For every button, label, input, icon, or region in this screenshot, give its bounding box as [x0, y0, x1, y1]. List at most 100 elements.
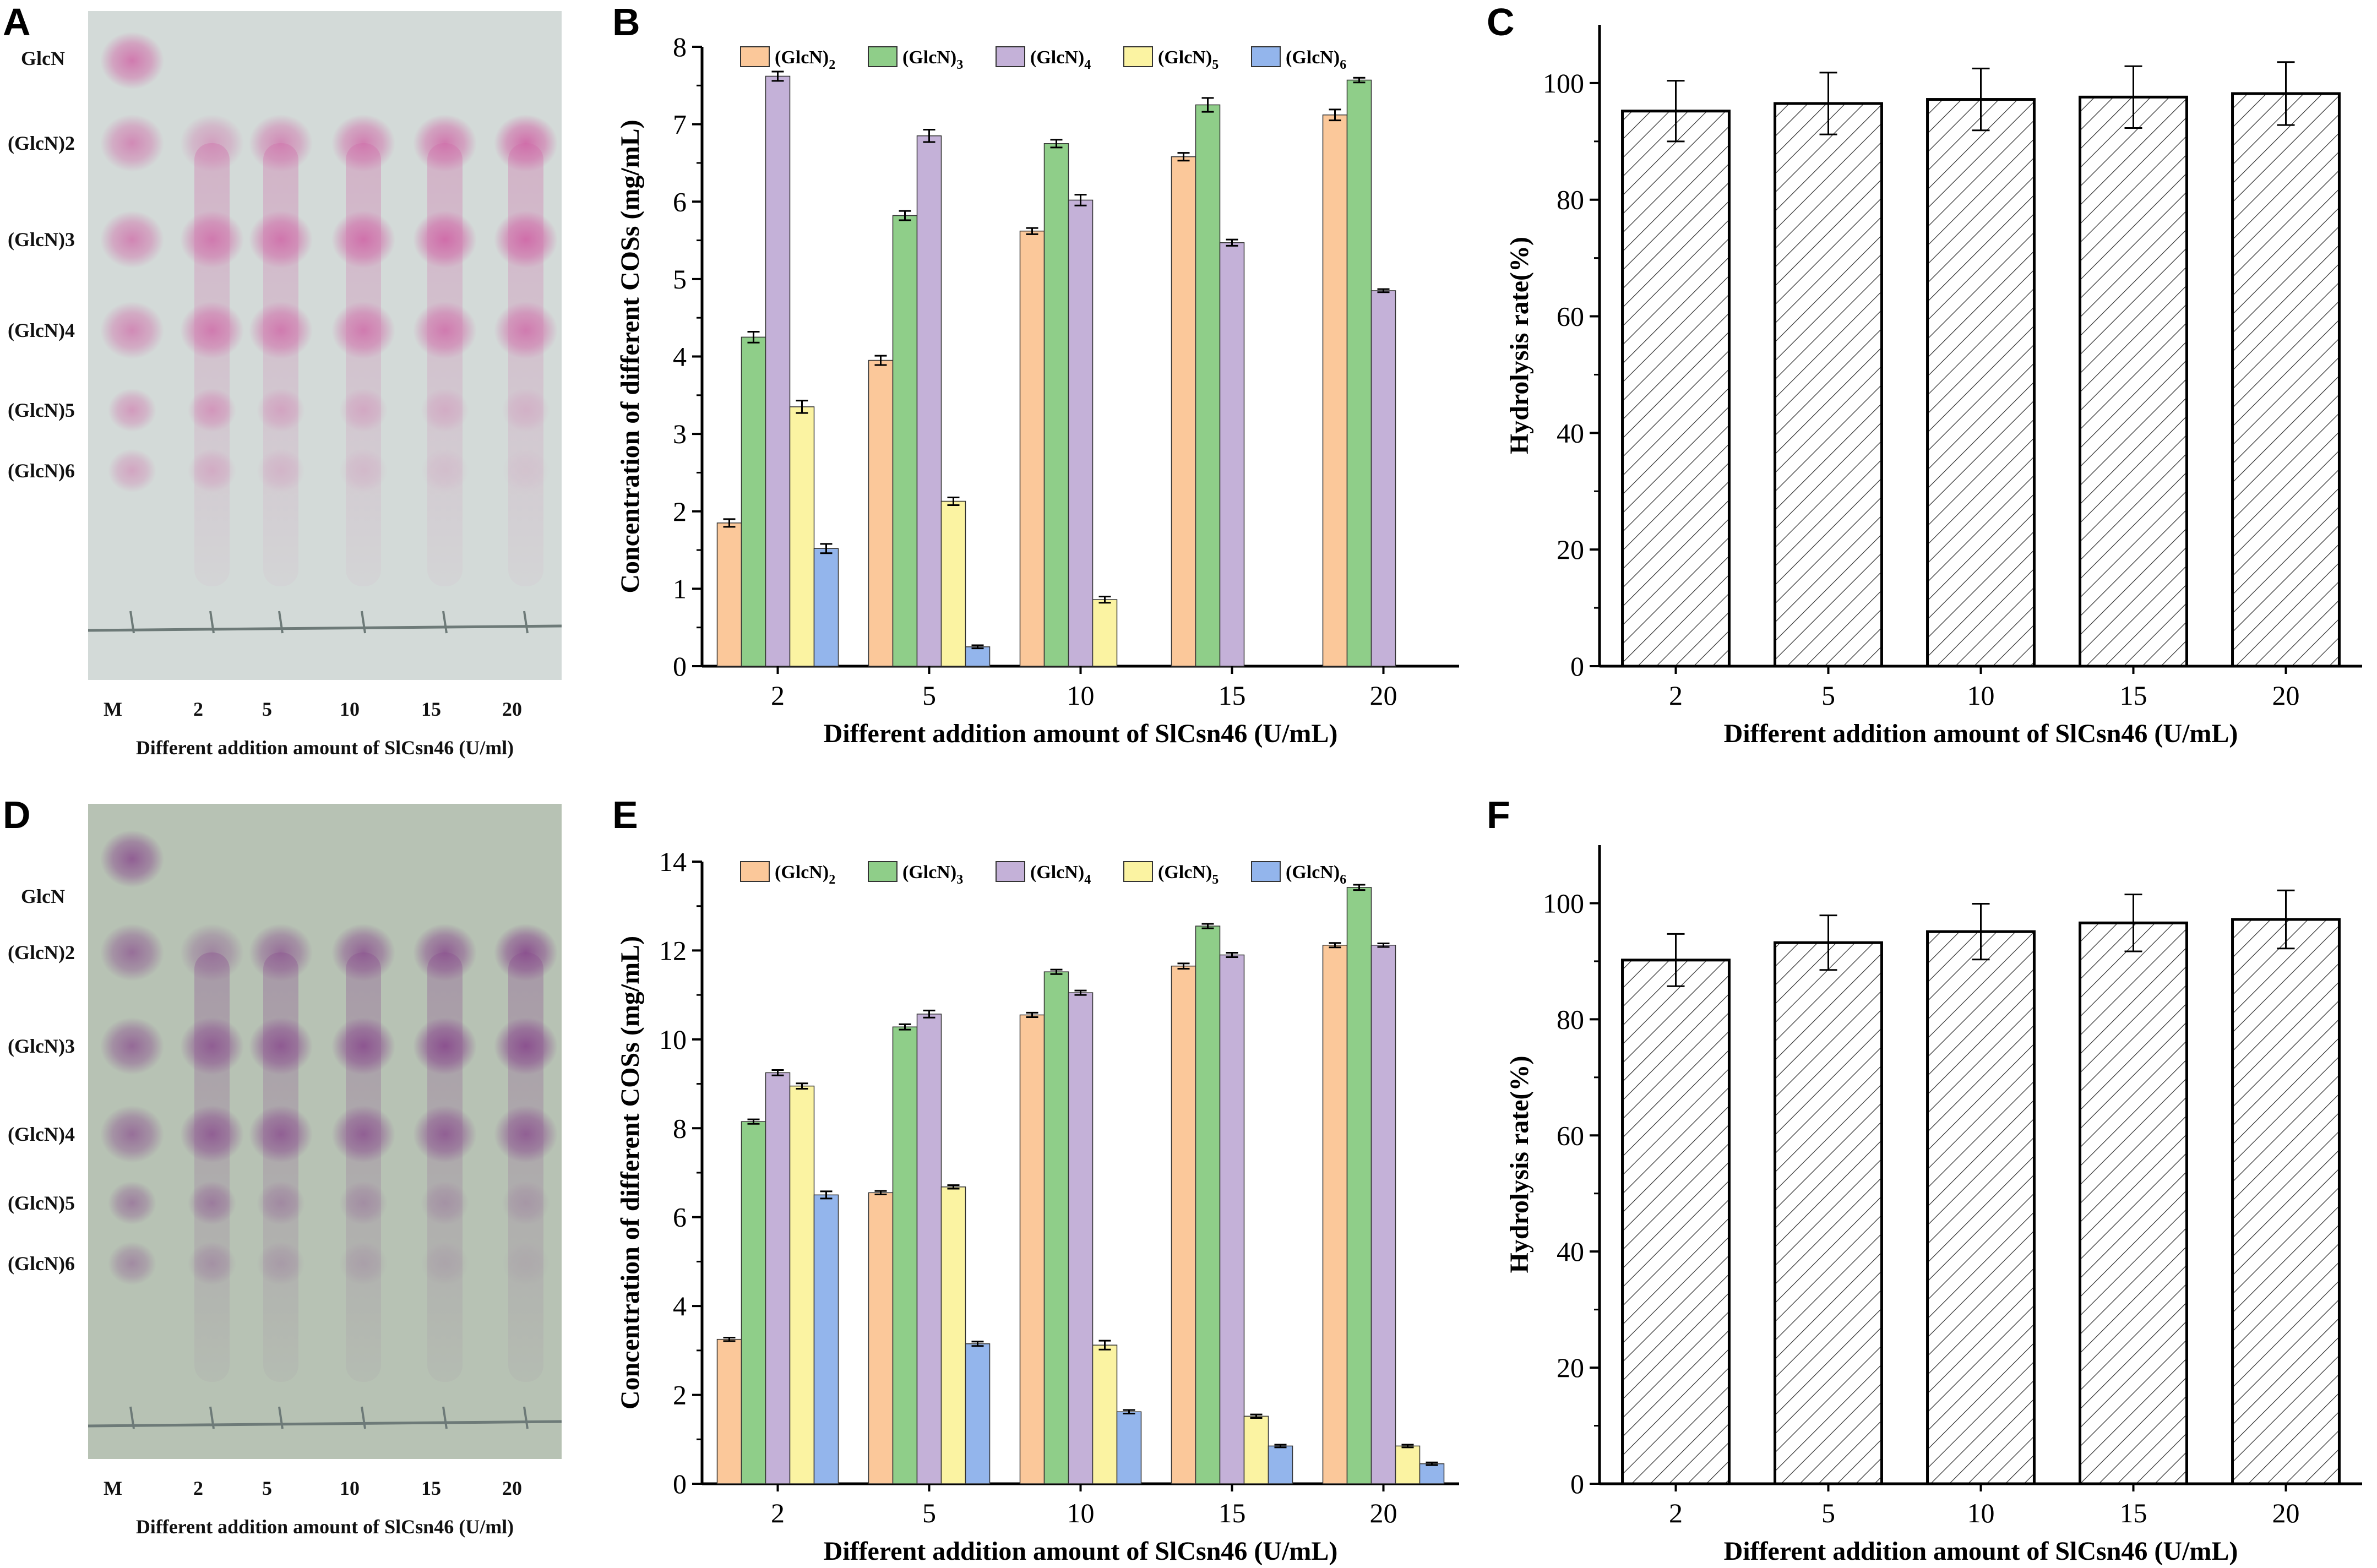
bar-hydrolysis-rate: [1621, 110, 1731, 668]
bar-glcn4: [765, 1072, 791, 1484]
bar-glcn3: [1346, 79, 1372, 667]
x-axis-label: Different addition amount of SlCsn46 (U/…: [824, 719, 1338, 748]
tlc-lane-tick: [209, 611, 215, 634]
legend-swatch: [996, 861, 1025, 882]
tlc-spot: [180, 1017, 244, 1075]
legend-swatch: [996, 46, 1025, 67]
x-tick-label: 2: [1669, 680, 1683, 711]
bar-glcn6: [965, 646, 991, 667]
tlc-lane-smear: [427, 143, 463, 586]
legend-swatch: [868, 46, 898, 67]
tlc-spot: [331, 923, 395, 982]
tlc-lane-smear: [263, 143, 298, 586]
tlc-lane-smear: [194, 952, 230, 1382]
tlc-spot: [100, 301, 164, 360]
bar-glcn4: [1219, 954, 1245, 1484]
y-tick-label: 40: [1557, 417, 1584, 448]
y-tick-label: 2: [673, 496, 687, 527]
panel-letter-c: C: [1487, 1, 1515, 43]
legend-label: (GlcN)2: [775, 862, 835, 887]
y-tick-label: 40: [1557, 1236, 1584, 1267]
x-tick-label: 5: [1821, 680, 1835, 711]
bar-glcn3: [1043, 143, 1069, 667]
legend-label: (GlcN)6: [1286, 862, 1346, 887]
bar-glcn2: [1171, 156, 1196, 667]
tlc-spot-label: (GlcN)6: [8, 460, 75, 482]
bar-glcn2: [1171, 965, 1196, 1484]
x-tick-label: 20: [2272, 680, 2300, 711]
bar-glcn5: [940, 500, 966, 667]
tlc-spot: [257, 1242, 305, 1286]
tlc-spot: [421, 449, 469, 493]
tlc-spot: [502, 449, 550, 493]
legend-swatch: [868, 861, 898, 882]
y-tick-label: 6: [673, 186, 687, 217]
legend-label: (GlcN)5: [1158, 862, 1219, 887]
tlc-spot-label: (GlcN)3: [8, 1035, 75, 1057]
tlc-spot-label: (GlcN)4: [8, 319, 75, 341]
y-tick-label: 80: [1557, 184, 1584, 215]
bar-glcn6: [813, 1194, 839, 1484]
tlc-spot: [100, 1017, 164, 1075]
bar-glcn6: [965, 1343, 991, 1484]
tlc-lane-label: 10: [340, 1477, 360, 1499]
tlc-spot: [331, 301, 395, 360]
tlc-lane-label: 5: [262, 1477, 272, 1499]
tlc-spot: [421, 1181, 469, 1225]
tlc-spot: [413, 923, 477, 982]
chart-e-cos-concentration: 0 2 4 6 8 10 12 14 2 5 10 15 20 Different addition am…: [616, 846, 1459, 1566]
bar-glcn5: [1243, 1415, 1269, 1484]
x-tick-label: 15: [2120, 680, 2147, 711]
x-tick-label: 5: [922, 1498, 936, 1528]
legend-swatch: [740, 46, 770, 67]
y-tick-label: 0: [1570, 1468, 1584, 1499]
x-tick-label: 20: [2272, 1498, 2300, 1528]
tlc-caption: Different addition amount of SlCsn46 (U/…: [136, 737, 514, 759]
bar-hydrolysis-rate: [2231, 918, 2341, 1485]
bar-glcn6: [1116, 1411, 1142, 1484]
tlc-spot: [494, 1017, 558, 1075]
bar-hydrolysis-rate: [1621, 959, 1731, 1485]
y-tick-label: 0: [673, 1468, 687, 1499]
tlc-lane-tick: [209, 1406, 215, 1429]
tlc-spot: [100, 114, 164, 172]
y-tick-label: 20: [1557, 534, 1584, 565]
y-tick-label: 20: [1557, 1352, 1584, 1383]
bar-glcn5: [789, 406, 815, 667]
tlc-lane-label: M: [104, 1477, 122, 1499]
tlc-spot-label: (GlcN)5: [8, 399, 75, 421]
y-tick-label: 80: [1557, 1004, 1584, 1035]
bar-glcn3: [1195, 925, 1221, 1484]
x-tick-label: 2: [1669, 1498, 1683, 1528]
legend-swatch: [1123, 861, 1153, 882]
bar-glcn5: [1395, 1445, 1421, 1484]
tlc-spot: [108, 388, 156, 432]
panel-letter-b: B: [612, 1, 640, 43]
tlc-lane-tick: [523, 1406, 529, 1429]
tlc-lane-tick: [442, 1406, 448, 1429]
panel-letter-f: F: [1487, 793, 1510, 836]
tlc-spot-label: (GlcN)6: [8, 1253, 75, 1275]
bar-glcn6: [813, 548, 839, 667]
tlc-spot: [249, 1017, 313, 1075]
y-tick-label: 12: [659, 935, 687, 966]
x-tick-label: 5: [922, 680, 936, 711]
tlc-spot-label: (GlcN)5: [8, 1192, 75, 1214]
bar-glcn4: [1219, 242, 1245, 667]
legend-label: (GlcN)4: [1030, 47, 1091, 72]
y-tick-label: 6: [673, 1202, 687, 1233]
bar-glcn4: [1068, 992, 1094, 1484]
chart-c-hydrolysis-rate: 0 20 40 60 80 100 2 5 10 15 20 Different addition a…: [1505, 25, 2362, 748]
bar-glcn4: [1370, 290, 1396, 667]
tlc-spot: [249, 923, 313, 982]
tlc-spot: [494, 923, 558, 982]
panel-letter-d: D: [3, 793, 31, 836]
bar-glcn5: [940, 1186, 966, 1484]
tlc-lane-tick: [442, 611, 448, 634]
tlc-spot: [413, 114, 477, 172]
x-tick-label: 20: [1370, 1498, 1397, 1528]
tlc-spot: [249, 210, 313, 269]
y-axis-label: Concentration of different COSs (mg/mL): [616, 936, 645, 1409]
bar-glcn5: [789, 1085, 815, 1484]
bar-glcn2: [868, 360, 894, 667]
